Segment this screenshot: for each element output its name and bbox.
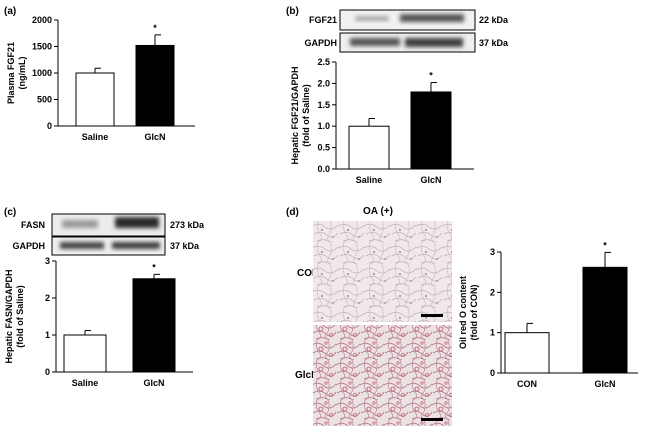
y-tick-label-d-0: 0 bbox=[490, 368, 495, 378]
bar-a-1 bbox=[135, 44, 175, 127]
blot-b-gapdh-saline bbox=[350, 38, 400, 46]
x-tick-label-c-0: Saline bbox=[72, 378, 99, 388]
significance-mark-b-1: * bbox=[429, 71, 433, 81]
x-tick-label-a-1: GlcN bbox=[144, 132, 165, 142]
blot-b-row-1-name: FGF21 bbox=[309, 15, 337, 25]
chart-d: 0 1 2 3 CON * GlcN Oil red O content (fold of CO… bbox=[458, 240, 638, 389]
y-tick-label-a-0: 0 bbox=[47, 121, 52, 131]
panel-label-b: (b) bbox=[286, 6, 299, 17]
blot-b-gapdh-glcn bbox=[405, 38, 463, 47]
y-tick-label-c-0: 0 bbox=[45, 367, 50, 377]
histology-image-con bbox=[313, 221, 452, 322]
y-axis-label-c-1: (fold of Saline) bbox=[15, 285, 25, 348]
histology-title: OA (+) bbox=[363, 206, 393, 217]
blot-b-band-saline bbox=[355, 16, 389, 21]
histology-image-glcn bbox=[313, 325, 452, 426]
blot-c-row-2-name: GAPDH bbox=[12, 241, 45, 251]
y-tick-label-c-1: 1 bbox=[45, 330, 50, 340]
x-tick-label-d-1: GlcN bbox=[594, 379, 615, 389]
histology-row-label-con: CON bbox=[297, 268, 319, 279]
y-tick-label-c-3: 3 bbox=[45, 256, 50, 266]
blot-b-band-glcn bbox=[400, 14, 464, 22]
y-tick-label-a-2: 1000 bbox=[32, 68, 52, 78]
blot-c-gapdh-saline bbox=[60, 242, 104, 249]
y-axis-label-b-0: Hepatic FGF21/GAPDH bbox=[290, 66, 300, 164]
y-tick-label-b-4: 2.0 bbox=[317, 78, 330, 88]
x-tick-label-b-0: Saline bbox=[356, 175, 383, 185]
y-tick-label-a-3: 1500 bbox=[32, 42, 52, 52]
histology-row-label-glcn: GlcN bbox=[295, 370, 318, 381]
blot-panel-c: FASN 273 kDa GAPDH 37 kDa bbox=[12, 213, 205, 256]
significance-mark-c-1: * bbox=[152, 262, 156, 272]
blot-c-row-2-size: 37 kDa bbox=[170, 241, 200, 251]
x-tick-label-c-1: GlcN bbox=[143, 378, 164, 388]
bar-b-0 bbox=[348, 125, 390, 170]
bar-c-0 bbox=[63, 334, 107, 373]
y-axis-label-d-0: Oil red O content bbox=[458, 276, 468, 349]
histology-panel-d: OA (+) CON GlcN bbox=[295, 206, 452, 426]
bar-b-1 bbox=[410, 91, 452, 170]
blot-panel-b: FGF21 22 kDa GAPDH 37 kDa bbox=[304, 9, 509, 53]
blot-c-gapdh-glcn bbox=[112, 242, 160, 249]
blot-c-membrane-2 bbox=[51, 236, 166, 256]
panel-label-a: (a) bbox=[4, 6, 16, 17]
bar-d-1 bbox=[582, 266, 628, 374]
y-axis-label-c-0: Hepatic FASN/GAPDH bbox=[4, 269, 14, 363]
y-axis-label-a-0: Plasma FGF21 bbox=[6, 42, 16, 104]
y-tick-label-a-4: 2000 bbox=[32, 15, 52, 25]
y-tick-label-b-1: 0.5 bbox=[317, 143, 330, 153]
blot-b-row-1-size: 22 kDa bbox=[479, 15, 509, 25]
blot-b-row-2-name: GAPDH bbox=[304, 38, 337, 48]
y-tick-label-d-2: 2 bbox=[490, 287, 495, 297]
panel-label-d: (d) bbox=[286, 207, 299, 218]
y-tick-label-b-0: 0.0 bbox=[317, 164, 330, 174]
y-tick-label-b-5: 2.5 bbox=[317, 57, 330, 67]
blot-c-row-1-size: 273 kDa bbox=[170, 220, 205, 230]
scale-bar-con bbox=[421, 314, 443, 317]
y-tick-label-d-1: 1 bbox=[490, 328, 495, 338]
chart-a: 0 500 1000 1500 2000 Saline * GlcN Plasma FGF21(… bbox=[6, 15, 195, 142]
x-tick-label-a-0: Saline bbox=[82, 132, 109, 142]
y-axis-label-d-1: (fold of CON) bbox=[469, 285, 479, 341]
significance-mark-a-1: * bbox=[153, 23, 157, 33]
y-tick-label-a-1: 500 bbox=[37, 95, 52, 105]
panel-label-c: (c) bbox=[4, 207, 16, 218]
y-axis-label-a-1: (ng/mL) bbox=[17, 57, 27, 90]
chart-c: 0 1 2 3 Saline * GlcN Hepatic FASN/GAPDH (fold o… bbox=[4, 256, 193, 388]
significance-mark-d-1: * bbox=[603, 240, 607, 250]
blot-c-band-saline bbox=[62, 220, 98, 228]
y-tick-label-d-3: 3 bbox=[490, 247, 495, 257]
chart-b: 0.0 0.5 1.0 1.5 2.0 2.5 Saline * GlcN Hepatic FGF… bbox=[290, 57, 474, 185]
blot-b-row-2-size: 37 kDa bbox=[479, 38, 509, 48]
y-tick-label-b-3: 1.5 bbox=[317, 100, 330, 110]
bar-c-1 bbox=[132, 278, 176, 373]
blot-c-row-1-name: FASN bbox=[21, 220, 45, 230]
y-tick-label-b-2: 1.0 bbox=[317, 121, 330, 131]
y-axis-label-b-1: (fold of Saline) bbox=[301, 84, 311, 147]
bar-d-0 bbox=[504, 332, 550, 374]
blot-c-band-glcn bbox=[115, 217, 159, 228]
x-tick-label-b-1: GlcN bbox=[420, 175, 441, 185]
x-tick-label-d-0: CON bbox=[517, 379, 537, 389]
y-tick-label-c-2: 2 bbox=[45, 293, 50, 303]
scale-bar-glcn bbox=[421, 418, 443, 421]
bar-a-0 bbox=[75, 72, 115, 127]
